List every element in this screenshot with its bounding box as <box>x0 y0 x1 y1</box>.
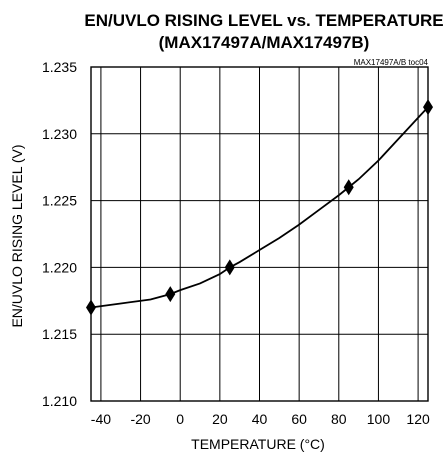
y-tick-labels: 1.210 1.215 1.220 1.225 1.230 1.235 <box>42 59 77 409</box>
x-tick-label-4: 40 <box>252 411 268 427</box>
y-tick-label-0: 1.210 <box>42 393 77 409</box>
x-tick-label-0: -40 <box>91 411 111 427</box>
data-point-marker-4 <box>423 99 433 116</box>
x-tick-label-5: 60 <box>291 411 307 427</box>
chart-subtitle: (MAX17497A/MAX17497B) <box>159 33 370 52</box>
y-tick-label-5: 1.235 <box>42 59 77 75</box>
x-axis-label: TEMPERATURE (°C) <box>191 436 325 452</box>
chart-title: EN/UVLO RISING LEVEL vs. TEMPERATURE <box>84 11 443 30</box>
data-point-marker-1 <box>165 286 176 303</box>
y-tick-label-1: 1.215 <box>42 326 77 342</box>
y-axis-label: EN/UVLO RISING LEVEL (V) <box>9 144 25 327</box>
data-point-marker-2 <box>224 259 235 276</box>
plot-frame <box>90 66 429 402</box>
x-tick-label-1: -20 <box>130 411 150 427</box>
x-tick-label-3: 20 <box>212 411 228 427</box>
y-tick-label-3: 1.225 <box>42 193 77 209</box>
data-point-marker-0 <box>86 299 96 316</box>
x-tick-label-8: 120 <box>406 411 430 427</box>
x-tick-label-2: 0 <box>176 411 184 427</box>
y-tick-label-2: 1.220 <box>42 259 77 275</box>
grid-layer <box>91 66 428 402</box>
y-tick-label-4: 1.230 <box>42 126 77 142</box>
x-tick-label-6: 80 <box>331 411 347 427</box>
figure-id: MAX17497A/B toc04 <box>354 58 429 67</box>
x-tick-label-7: 100 <box>367 411 391 427</box>
series-markers <box>86 99 433 316</box>
data-point-marker-3 <box>343 179 354 196</box>
x-tick-labels: -40 -20 0 20 40 60 80 100 120 <box>91 411 430 427</box>
